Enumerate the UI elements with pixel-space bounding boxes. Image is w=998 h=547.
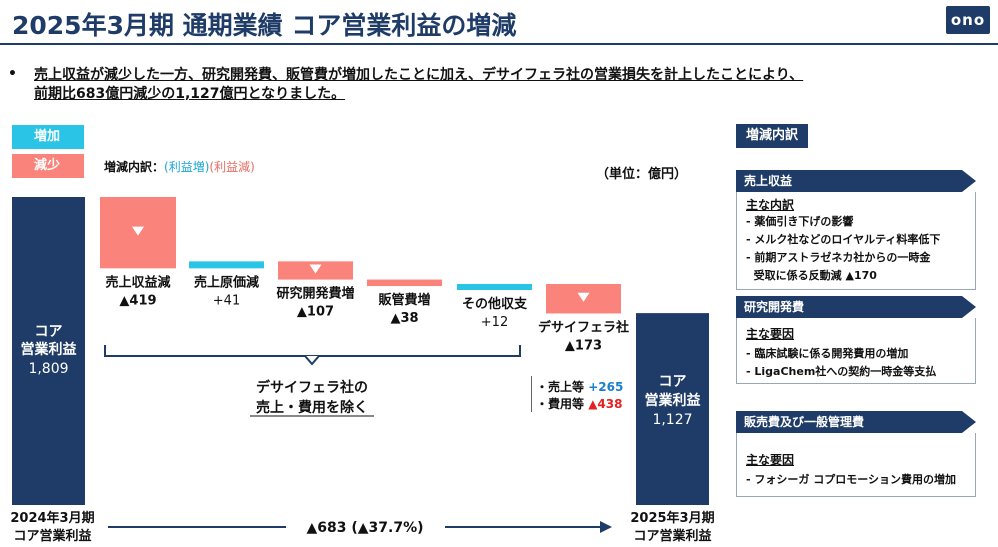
bracket-notch [304, 355, 320, 366]
step-bar-name: 売上原価減 [194, 274, 259, 290]
arrow-head-icon [600, 521, 612, 533]
step-bar-name: 売上収益減 [105, 274, 170, 290]
end-axis-label-1: 2025年3月期 [630, 510, 714, 526]
section-bar-sga: 販売費及び一般管理費 [736, 411, 962, 433]
rnd-line-2: - LigaChem社への契約一時金等支払 [746, 365, 937, 378]
step-bar [189, 261, 264, 269]
step-bar-name: 販管費増 [378, 292, 430, 308]
step-bar-value: ▲107 [297, 305, 334, 320]
step-bar-value: +12 [481, 315, 508, 330]
start-axis-label-2: コア営業利益 [13, 528, 91, 544]
end-axis-label-2: コア営業利益 [633, 528, 711, 544]
deciphera-sales-value: +265 [588, 380, 624, 394]
company-logo: ono [946, 6, 990, 34]
end-bar-value: 1,127 [652, 412, 692, 428]
end-bar-label-mid: 営業利益 [645, 392, 701, 409]
rnd-line-1: - 臨床試験に係る開発費用の増加 [746, 347, 909, 360]
legend-key: 増減内訳：(利益増)(利益減) [104, 158, 255, 175]
down-triangle-icon [132, 226, 144, 236]
section-sub-rnd: 主な要因 [746, 327, 795, 341]
step-bar-value: ▲38 [390, 311, 418, 326]
start-bar-label-mid: 営業利益 [21, 341, 77, 358]
start-axis-label-1: 2024年3月期 [10, 510, 94, 526]
deciphera-costs-label: ・費用等 [536, 397, 585, 411]
step-bar-name: 研究開発費増 [276, 286, 354, 302]
section-arrow-icon [962, 170, 976, 192]
end-bar-label-top: コア [659, 374, 687, 390]
section-bar-revenue: 売上収益 [736, 170, 962, 192]
bracket-label-1: デサイフェラ社の [256, 379, 368, 396]
legend-key-down: (利益減) [209, 160, 255, 174]
end-bar [636, 313, 709, 505]
step-bar [367, 279, 442, 287]
unit-label: （単位：億円） [596, 167, 688, 182]
step-bar-value: ▲419 [119, 293, 156, 308]
deciphera-sales-label: ・売上等 [536, 380, 585, 394]
down-triangle-icon [309, 264, 322, 274]
revenue-line-1: - 薬価引き下げの影響 [746, 215, 854, 228]
start-bar [12, 197, 85, 505]
step-bar [457, 284, 532, 291]
legend-key-prefix: 増減内訳： [104, 160, 165, 174]
revenue-line-2: - メルク社などのロイヤルティ料率低下 [746, 233, 941, 246]
page-title: 2025年3月期 通期業績 コア営業利益の増減 [12, 11, 517, 40]
title-divider [0, 43, 998, 45]
legend-key-up: (利益増) [164, 160, 210, 174]
step-bar-value: ▲173 [565, 338, 602, 353]
change-label: ▲683 (▲37.7%) [307, 520, 424, 536]
sga-line-1: - フォシーガ コプロモーション費用の増加 [746, 473, 957, 486]
summary-line-1: 売上収益が減少した一方、研究開発費、販管費が増加したことに加え、デサイフェラ社の… [34, 67, 804, 83]
revenue-line-3: - 前期アストラゼネカ社からの一時金 [746, 251, 931, 264]
summary-bullet: • [8, 66, 17, 82]
bracket-label-2: 売上・費用を除く [256, 399, 368, 416]
revenue-line-4: 受取に係る反動減 ▲170 [746, 269, 877, 282]
section-box-revenue [736, 192, 976, 290]
deciphera-detail-costs: ・費用等 ▲438 [536, 395, 622, 412]
legend-decrease: 減少 [12, 154, 84, 178]
down-triangle-icon [577, 292, 590, 302]
sidebar-title: 増減内訳 [736, 124, 808, 148]
section-box-sga [736, 433, 976, 497]
section-box-rnd [736, 318, 976, 384]
section-arrow-icon [962, 411, 976, 433]
summary-line-2: 前期比683億円減少の1,127億円となりました。 [34, 86, 346, 102]
deciphera-detail-sales: ・売上等 +265 [536, 378, 623, 395]
step-bar-value: +41 [213, 293, 240, 308]
section-bar-rnd: 研究開発費 [736, 296, 962, 318]
section-sub-revenue: 主な内訳 [746, 198, 795, 212]
legend-increase: 増加 [12, 125, 84, 149]
step-bar-name: その他収支 [462, 296, 528, 312]
section-sub-sga: 主な要因 [746, 453, 795, 467]
bracket-line [104, 345, 521, 357]
section-arrow-icon [962, 296, 976, 318]
start-bar-label-top: コア [35, 324, 63, 340]
deciphera-detail-rule [531, 376, 532, 412]
deciphera-costs-value: ▲438 [588, 397, 623, 411]
start-bar-value: 1,809 [28, 361, 68, 377]
summary-text: 売上収益が減少した一方、研究開発費、販管費が増加したことに加え、デサイフェラ社の… [34, 66, 934, 104]
step-bar-name: デサイフェラ社 [538, 319, 629, 335]
